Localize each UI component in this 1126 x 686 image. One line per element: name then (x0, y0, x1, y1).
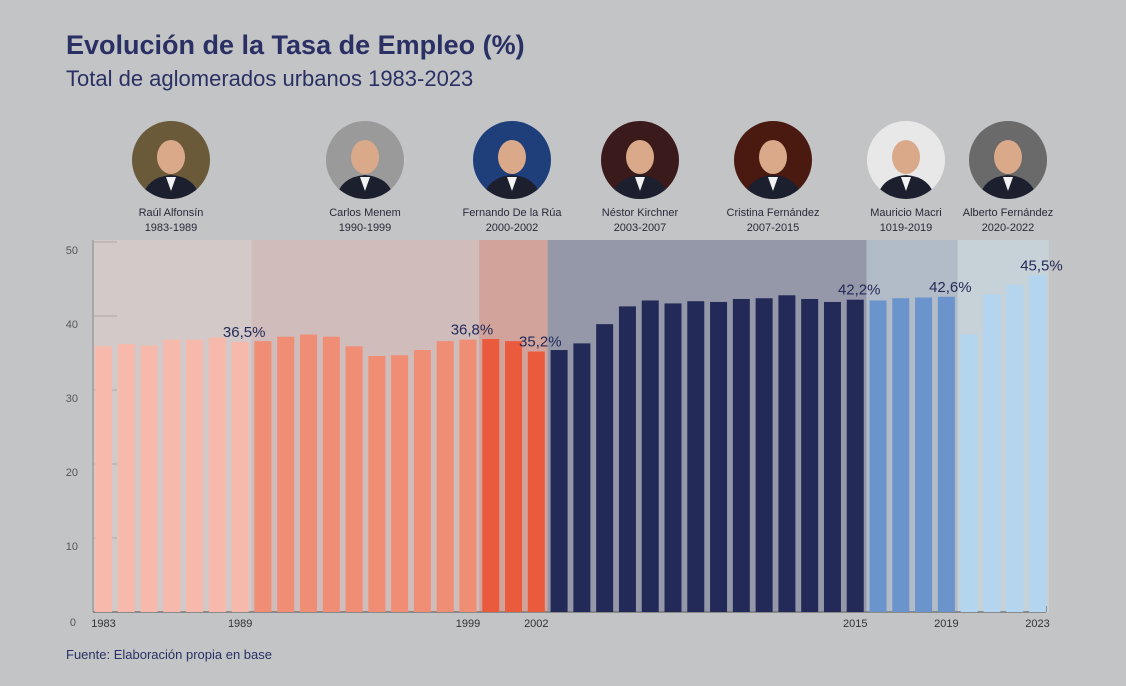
bar (368, 355, 386, 612)
bar (254, 341, 272, 612)
x-tick-label: 2002 (524, 618, 548, 630)
value-label: 36,5% (223, 324, 266, 341)
x-tick-label: 2019 (934, 618, 958, 630)
president-name: Cristina Fernández (726, 207, 820, 219)
president-term: 1983-1989 (144, 222, 198, 234)
bar (869, 300, 887, 612)
president-label: Alberto Fernández 2020-2022 (933, 206, 1083, 236)
chart-title: Evolución de la Tasa de Empleo (%) (66, 30, 525, 60)
president-term: 1019-2019 (879, 222, 933, 234)
bar (687, 301, 705, 612)
president-label: Carlos Menem 1990-1999 (290, 206, 440, 236)
president-term: 2000-2002 (485, 222, 539, 234)
bar (117, 344, 135, 612)
bar (550, 350, 568, 612)
president-term: 2003-2007 (613, 222, 667, 234)
bar (892, 298, 910, 612)
president-photo (867, 121, 945, 199)
bar (915, 297, 933, 612)
president-photo (132, 121, 210, 199)
x-tick-label: 1983 (91, 618, 115, 630)
bar (937, 296, 955, 612)
president-label: Raúl Alfonsín 1983-1989 (96, 206, 246, 236)
president-name: Néstor Kirchner (601, 207, 679, 219)
bar (95, 346, 112, 612)
value-label: 36,8% (451, 322, 494, 339)
bar (208, 337, 226, 612)
president-photo (473, 121, 551, 199)
bar (163, 339, 181, 612)
president-name: Fernando De la Rúa (462, 207, 562, 219)
president-term: 1990-1999 (338, 222, 392, 234)
bar (960, 334, 978, 612)
president-name: Alberto Fernández (962, 207, 1054, 219)
president-name: Mauricio Macri (870, 207, 942, 219)
bar (231, 341, 249, 612)
president-photo (601, 121, 679, 199)
president-label: Fernando De la Rúa 2000-2002 (437, 206, 587, 236)
president-term: 2020-2022 (981, 222, 1035, 234)
source-note: Fuente: Elaboración propia en base (66, 647, 272, 662)
bar (618, 306, 636, 612)
bar (573, 343, 591, 612)
bar (801, 298, 819, 612)
y-tick-label: 0 (70, 617, 76, 629)
bar (664, 303, 682, 612)
bar (596, 324, 614, 612)
bar (459, 339, 477, 612)
bar (413, 350, 431, 612)
y-tick-label: 30 (66, 393, 78, 405)
bar (1028, 275, 1046, 612)
x-tick-label: 1999 (456, 618, 480, 630)
bar (140, 345, 158, 612)
value-label: 42,6% (929, 279, 972, 296)
bar (436, 341, 454, 612)
x-tick-label: 2023 (1025, 618, 1049, 630)
bar (732, 298, 750, 612)
bar (641, 300, 659, 612)
president-label: Néstor Kirchner 2003-2007 (565, 206, 715, 236)
president-term: 2007-2015 (746, 222, 800, 234)
president-name: Carlos Menem (329, 207, 401, 219)
x-tick-label: 2015 (843, 618, 867, 630)
y-tick-label: 50 (66, 245, 78, 257)
president-label: Cristina Fernández 2007-2015 (698, 206, 848, 236)
y-tick-label: 40 (66, 319, 78, 331)
y-tick-label: 10 (66, 541, 78, 553)
bar (983, 294, 1001, 612)
bar (322, 336, 340, 612)
bar (505, 341, 523, 612)
bar (345, 346, 363, 612)
president-portraits: Raúl Alfonsín 1983-1989 Carlos Menem 1990-1… (0, 0, 1126, 240)
value-label: 35,2% (519, 334, 562, 351)
bar (527, 351, 545, 612)
chart-subtitle: Total de aglomerados urbanos 1983-2023 (66, 66, 474, 91)
president-photo (326, 121, 404, 199)
bar (391, 355, 409, 612)
president-name: Raúl Alfonsín (138, 207, 204, 219)
bar (277, 336, 295, 612)
bar (846, 299, 864, 612)
president-photo (734, 121, 812, 199)
value-label: 45,5% (1020, 257, 1063, 274)
government-period-panel (547, 240, 867, 612)
bar (1006, 284, 1024, 612)
bar (823, 301, 841, 612)
value-label: 42,2% (838, 282, 881, 299)
bar (778, 295, 796, 612)
president-label: Mauricio Macri 1019-2019 (831, 206, 981, 236)
x-tick-label: 1989 (228, 618, 252, 630)
bar (710, 301, 728, 612)
y-tick-label: 20 (66, 467, 78, 479)
bar (300, 334, 318, 612)
bar (186, 339, 204, 612)
bar (755, 298, 773, 612)
president-photo (969, 121, 1047, 199)
bar (482, 338, 500, 612)
